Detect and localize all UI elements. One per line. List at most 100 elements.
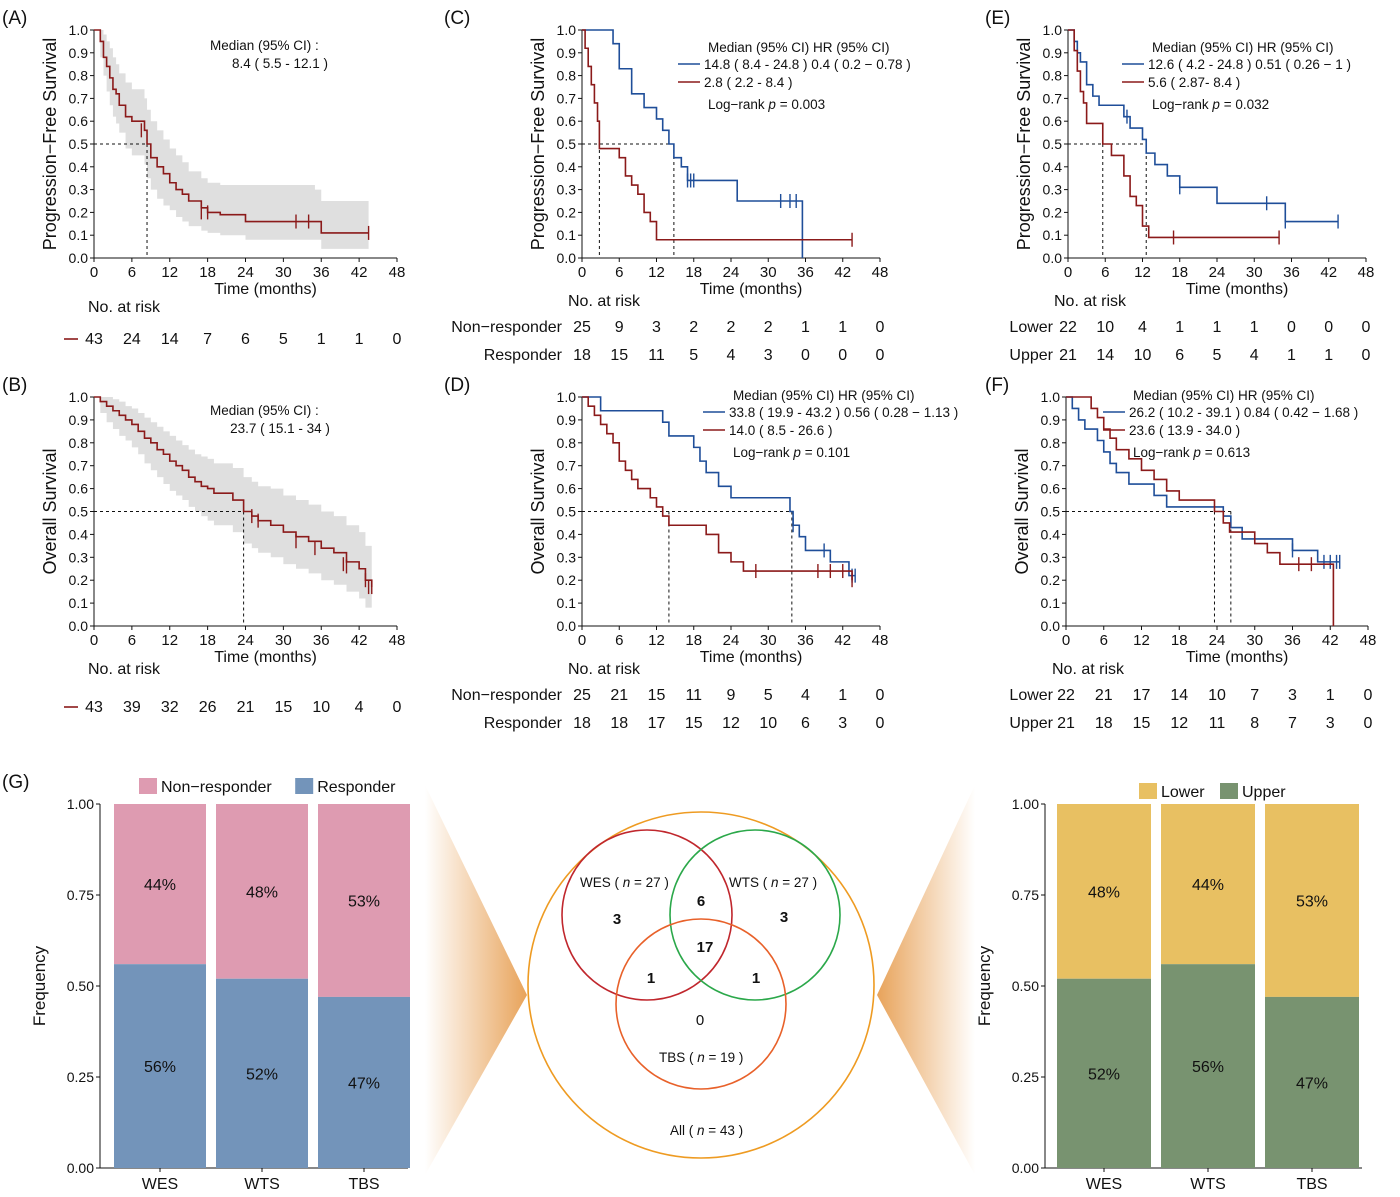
risk-count: 0 xyxy=(1324,319,1333,336)
x-tick-label: 18 xyxy=(685,264,702,281)
risk-count: 21 xyxy=(237,699,255,716)
x-tick-label: 0 xyxy=(578,264,586,281)
x-tick-label: 30 xyxy=(275,264,292,281)
risk-count: 4 xyxy=(1250,347,1259,364)
risk-count: 15 xyxy=(1133,715,1151,732)
risk-count: 18 xyxy=(573,347,591,364)
bar-bottom-label: 47% xyxy=(348,1075,380,1092)
risk-count: 0 xyxy=(1364,715,1373,732)
y-tick-label: 0.3 xyxy=(1043,182,1063,198)
x-tick-label: 12 xyxy=(1133,632,1150,649)
bar-top-wes xyxy=(1057,804,1151,979)
risk-count: 2 xyxy=(764,319,773,336)
y-tick-label: 1.0 xyxy=(69,22,89,38)
bar-bottom-wes xyxy=(1057,978,1151,1168)
bar-top-label: 48% xyxy=(246,884,278,901)
y-tick-label: 0.4 xyxy=(557,526,577,542)
risk-count: 15 xyxy=(274,699,292,716)
bar-chart-response: Non−responder Responder 0.00 0.25 0.50 0.75 1.… xyxy=(30,778,410,1193)
legend-entry: 14.0 ( 8.5 - 26.6 ) xyxy=(729,423,833,438)
y-tick-label: 1.0 xyxy=(1041,389,1061,405)
x-tick-label: 6 xyxy=(128,264,136,281)
y-tick-label: 0.2 xyxy=(69,572,89,588)
x-axis-label: Time (months) xyxy=(700,649,803,666)
risk-count: 10 xyxy=(759,715,777,732)
risk-count: 10 xyxy=(1134,347,1152,364)
legend-swatch xyxy=(1220,783,1238,799)
risk-count: 2 xyxy=(727,319,736,336)
risk-count: 10 xyxy=(1096,319,1114,336)
venn-label-wts: WTS ( n = 27 ) xyxy=(729,875,817,890)
risk-count: 1 xyxy=(317,331,326,348)
y-tick-label: 0.5 xyxy=(69,136,89,152)
risk-count: 22 xyxy=(1057,687,1075,704)
risk-count: 43 xyxy=(85,699,103,716)
logrank-text: Log−rank p = 0.003 xyxy=(708,97,825,112)
venn-label-all: All ( n = 43 ) xyxy=(670,1123,743,1138)
legend-entry: Lower xyxy=(1161,784,1205,801)
panel-g: (G) Non−responder Responder 0.00 0.25 0.50 0.7… xyxy=(2,772,1362,1193)
x-axis-label: Time (months) xyxy=(1186,649,1289,666)
legend-entry: 12.6 ( 4.2 - 24.8 ) 0.51 ( 0.26 − 1 ) xyxy=(1148,57,1351,72)
risk-count: 1 xyxy=(1175,319,1184,336)
bar-bottom-tbs xyxy=(318,996,410,1168)
bar-chart-lower-upper: Lower Upper 0.00 0.25 0.50 0.75 1.00 Frequency 4… xyxy=(975,783,1362,1193)
risk-count: 4 xyxy=(727,347,736,364)
x-tick-label: 48 xyxy=(1360,632,1377,649)
x-tick-label: 36 xyxy=(1284,632,1301,649)
x-tick-label: 6 xyxy=(1100,632,1108,649)
y-tick-label: 0.6 xyxy=(69,481,89,497)
y-tick-label: 0.5 xyxy=(69,504,89,520)
bar-top-label: 53% xyxy=(1296,893,1328,910)
risk-count: 18 xyxy=(573,715,591,732)
y-tick-label: 0.1 xyxy=(1043,227,1063,243)
bar-top-wts xyxy=(216,804,308,979)
km-legend: Median (95% CI) : 8.4 ( 5.5 - 12.1 ) xyxy=(210,38,328,71)
panel-label: (E) xyxy=(985,8,1010,29)
risk-count: 1 xyxy=(355,331,364,348)
survival-curve-blue xyxy=(582,396,856,577)
x-tick-label: 24 xyxy=(723,632,740,649)
venn-count-wts-only: 3 xyxy=(780,909,788,926)
y-tick-label: 0.9 xyxy=(69,412,89,428)
y-tick-label: 0.0 xyxy=(1043,250,1063,266)
risk-count: 15 xyxy=(685,715,703,732)
y-tick-label: 0.1 xyxy=(557,595,577,611)
x-tick-label: 42 xyxy=(834,632,851,649)
y-tick-label: 0.1 xyxy=(557,227,577,243)
x-tick-label: 24 xyxy=(1209,632,1226,649)
x-axis-label: Time (months) xyxy=(214,281,317,298)
risk-count: 11 xyxy=(648,347,665,364)
venn-diagram: WES ( n = 27 ) WTS ( n = 27 ) TBS ( n = 19… xyxy=(527,811,875,1159)
risk-count: 1 xyxy=(838,687,847,704)
y-tick-label: 0.2 xyxy=(557,572,577,588)
x-tick-label: 6 xyxy=(615,264,623,281)
bar-bottom-label: 52% xyxy=(1088,1066,1120,1083)
legend-header: Median (95% CI) HR (95% CI) xyxy=(1152,40,1334,55)
risk-count: 32 xyxy=(161,699,179,716)
y-tick-label: 0.00 xyxy=(1012,1160,1039,1176)
risk-count: 0 xyxy=(838,347,847,364)
risk-count: 39 xyxy=(123,699,141,716)
bar-bottom-label: 52% xyxy=(246,1066,278,1083)
y-axis-label: Progression−Free Survival xyxy=(1014,38,1034,251)
risk-title: No. at risk xyxy=(568,293,641,310)
x-tick-label: WTS xyxy=(244,1176,280,1193)
x-tick-label: 42 xyxy=(351,632,368,649)
x-tick-label: 48 xyxy=(872,632,889,649)
x-tick-label: 0 xyxy=(578,632,586,649)
km-legend: Median (95% CI) : 23.7 ( 15.1 - 34 ) xyxy=(210,403,330,436)
risk-count: 7 xyxy=(1288,715,1297,732)
risk-count: 12 xyxy=(722,715,740,732)
survival-curve-blue xyxy=(1068,29,1339,223)
venn-count-tbs-only: 0 xyxy=(696,1012,704,1029)
risk-count: 5 xyxy=(1213,347,1222,364)
risk-count: 14 xyxy=(161,331,179,348)
risk-group-label: Upper xyxy=(1009,715,1053,732)
risk-count: 21 xyxy=(1057,715,1075,732)
x-axis-label: Time (months) xyxy=(700,281,803,298)
x-tick-label: 42 xyxy=(834,264,851,281)
y-tick-label: 0.3 xyxy=(557,549,577,565)
x-tick-label: 24 xyxy=(723,264,740,281)
